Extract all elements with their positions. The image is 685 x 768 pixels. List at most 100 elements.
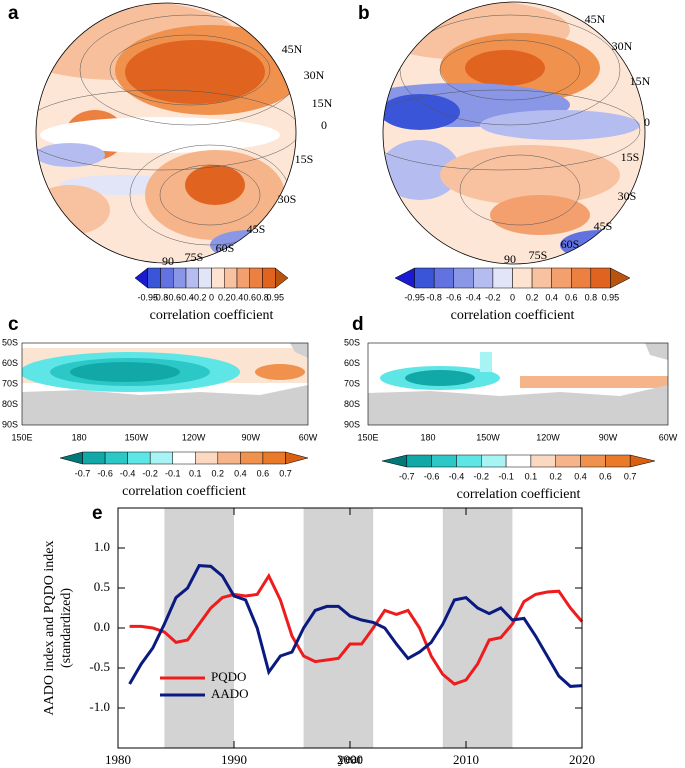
colorbar-box xyxy=(406,454,432,468)
colorbar-title: correlation coefficient xyxy=(150,308,274,323)
colorbar-box xyxy=(262,451,286,465)
lat-label: 45N xyxy=(585,12,606,26)
lat-label: 50S xyxy=(2,337,18,347)
colorbar-tick-label: 0.4 xyxy=(234,468,247,478)
lat-label: 60S xyxy=(216,241,235,255)
lat-label: 70S xyxy=(344,378,360,388)
colorbar-box xyxy=(433,267,454,289)
colorbar-box xyxy=(629,454,656,468)
lat-label: 30S xyxy=(278,192,297,206)
colorbar-tick-label: -0.6 xyxy=(446,292,462,302)
lon-label: 150E xyxy=(357,432,378,442)
colorbar-tick-label: -0.95 xyxy=(137,292,158,302)
series-line xyxy=(129,572,584,686)
section-map xyxy=(368,343,668,425)
legend-label: AADO xyxy=(211,686,249,701)
y-axis-label: (standardized) xyxy=(59,588,74,668)
lat-label: 30N xyxy=(612,39,633,53)
colorbar-tick-label: 0.95 xyxy=(602,292,620,302)
colorbar-tick-label: -0.1 xyxy=(498,471,514,481)
globe-outline xyxy=(35,2,297,264)
map-frame xyxy=(367,342,669,426)
lat-label: 45N xyxy=(282,42,303,56)
colorbar-box xyxy=(605,454,631,468)
colorbar-tick-label: -0.95 xyxy=(404,292,425,302)
colorbar-tick-label: 0.6 xyxy=(565,292,578,302)
lon-label: 180 xyxy=(420,432,435,442)
colorbar-box xyxy=(531,267,552,289)
lat-label: 70S xyxy=(2,378,18,388)
y-tick-label: -0.5 xyxy=(89,659,110,674)
lat-label: 30N xyxy=(304,68,325,82)
colorbar-box xyxy=(381,454,408,468)
colorbar-box xyxy=(275,267,289,289)
colorbar-tick-label: 0.2 xyxy=(526,292,539,302)
lat-label: 80S xyxy=(2,399,18,409)
lat-label: 90S xyxy=(344,419,360,429)
colorbar-tick-label: 0.2 xyxy=(549,471,562,481)
lat-label: 45S xyxy=(594,219,613,233)
colorbar-title: correlation coefficient xyxy=(122,484,246,499)
lon-label: 60W xyxy=(299,432,318,442)
shaded-period xyxy=(442,508,513,748)
colorbar-box xyxy=(453,267,474,289)
colorbar-box xyxy=(211,267,225,289)
colorbar-box xyxy=(530,454,556,468)
colorbar-box xyxy=(173,267,187,289)
colorbar-box xyxy=(590,267,611,289)
colorbar-title: correlation coefficient xyxy=(451,308,575,323)
colorbar-tick-label: 0.4 xyxy=(231,292,244,302)
lon-label: 60W xyxy=(659,432,678,442)
lon-label: 180 xyxy=(72,432,87,442)
colorbar-box xyxy=(431,454,457,468)
colorbar-box xyxy=(473,267,494,289)
colorbar-box xyxy=(127,451,151,465)
y-tick-label: -1.0 xyxy=(89,699,110,714)
panel-label: c xyxy=(8,314,19,335)
x-axis-label: year xyxy=(338,752,362,767)
colorbar-box xyxy=(262,267,276,289)
colorbar-box xyxy=(147,267,161,289)
colorbar-tick-label: -0.2 xyxy=(142,468,158,478)
lat-label: 15S xyxy=(295,152,314,166)
x-tick-label: 2010 xyxy=(453,752,479,767)
panel-label: a xyxy=(8,3,19,24)
lat-label: 90S xyxy=(2,419,18,429)
colorbar-tick-label: 0.6 xyxy=(243,292,256,302)
lat-label: 30S xyxy=(618,189,637,203)
colorbar-box xyxy=(149,451,173,465)
lat-label: 45S xyxy=(247,222,266,236)
lat-label: 15N xyxy=(630,74,651,88)
colorbar-box xyxy=(505,454,532,468)
x-tick-label: 2000 xyxy=(337,752,363,767)
colorbar-tick-label: 0.7 xyxy=(624,471,637,481)
colorbar-box xyxy=(285,451,309,465)
colorbar-tick-label: 0.4 xyxy=(545,292,558,302)
y-tick-label: 1.0 xyxy=(94,539,110,554)
series-line xyxy=(128,564,583,688)
colorbar-box xyxy=(172,451,196,465)
lon-label: 150W xyxy=(125,432,149,442)
colorbar-box xyxy=(555,454,581,468)
legend-label: PQDO xyxy=(211,669,246,684)
section-map xyxy=(22,343,308,425)
lat-label: 75S xyxy=(529,248,548,262)
lat-label: 90 xyxy=(162,254,174,268)
lat-label: 0 xyxy=(321,118,327,132)
colorbar-tick-label: -0.4 xyxy=(120,468,136,478)
lat-label: 0 xyxy=(644,115,650,129)
colorbar-box xyxy=(134,267,148,289)
lat-label: 60S xyxy=(2,358,18,368)
colorbar-tick-label: 0.2 xyxy=(212,468,225,478)
colorbar-tick-label: -0.6 xyxy=(97,468,113,478)
lat-label: 15N xyxy=(312,96,333,110)
colorbar-tick-label: 0.2 xyxy=(218,292,231,302)
lon-label: 90W xyxy=(242,432,261,442)
colorbar-tick-label: -0.8 xyxy=(426,292,442,302)
colorbar-box xyxy=(551,267,572,289)
colorbar-title: correlation coefficient xyxy=(457,487,581,502)
colorbar-tick-label: -0.4 xyxy=(449,471,465,481)
colorbar-tick-label: -0.2 xyxy=(191,292,207,302)
colorbar-tick-label: 0.6 xyxy=(599,471,612,481)
